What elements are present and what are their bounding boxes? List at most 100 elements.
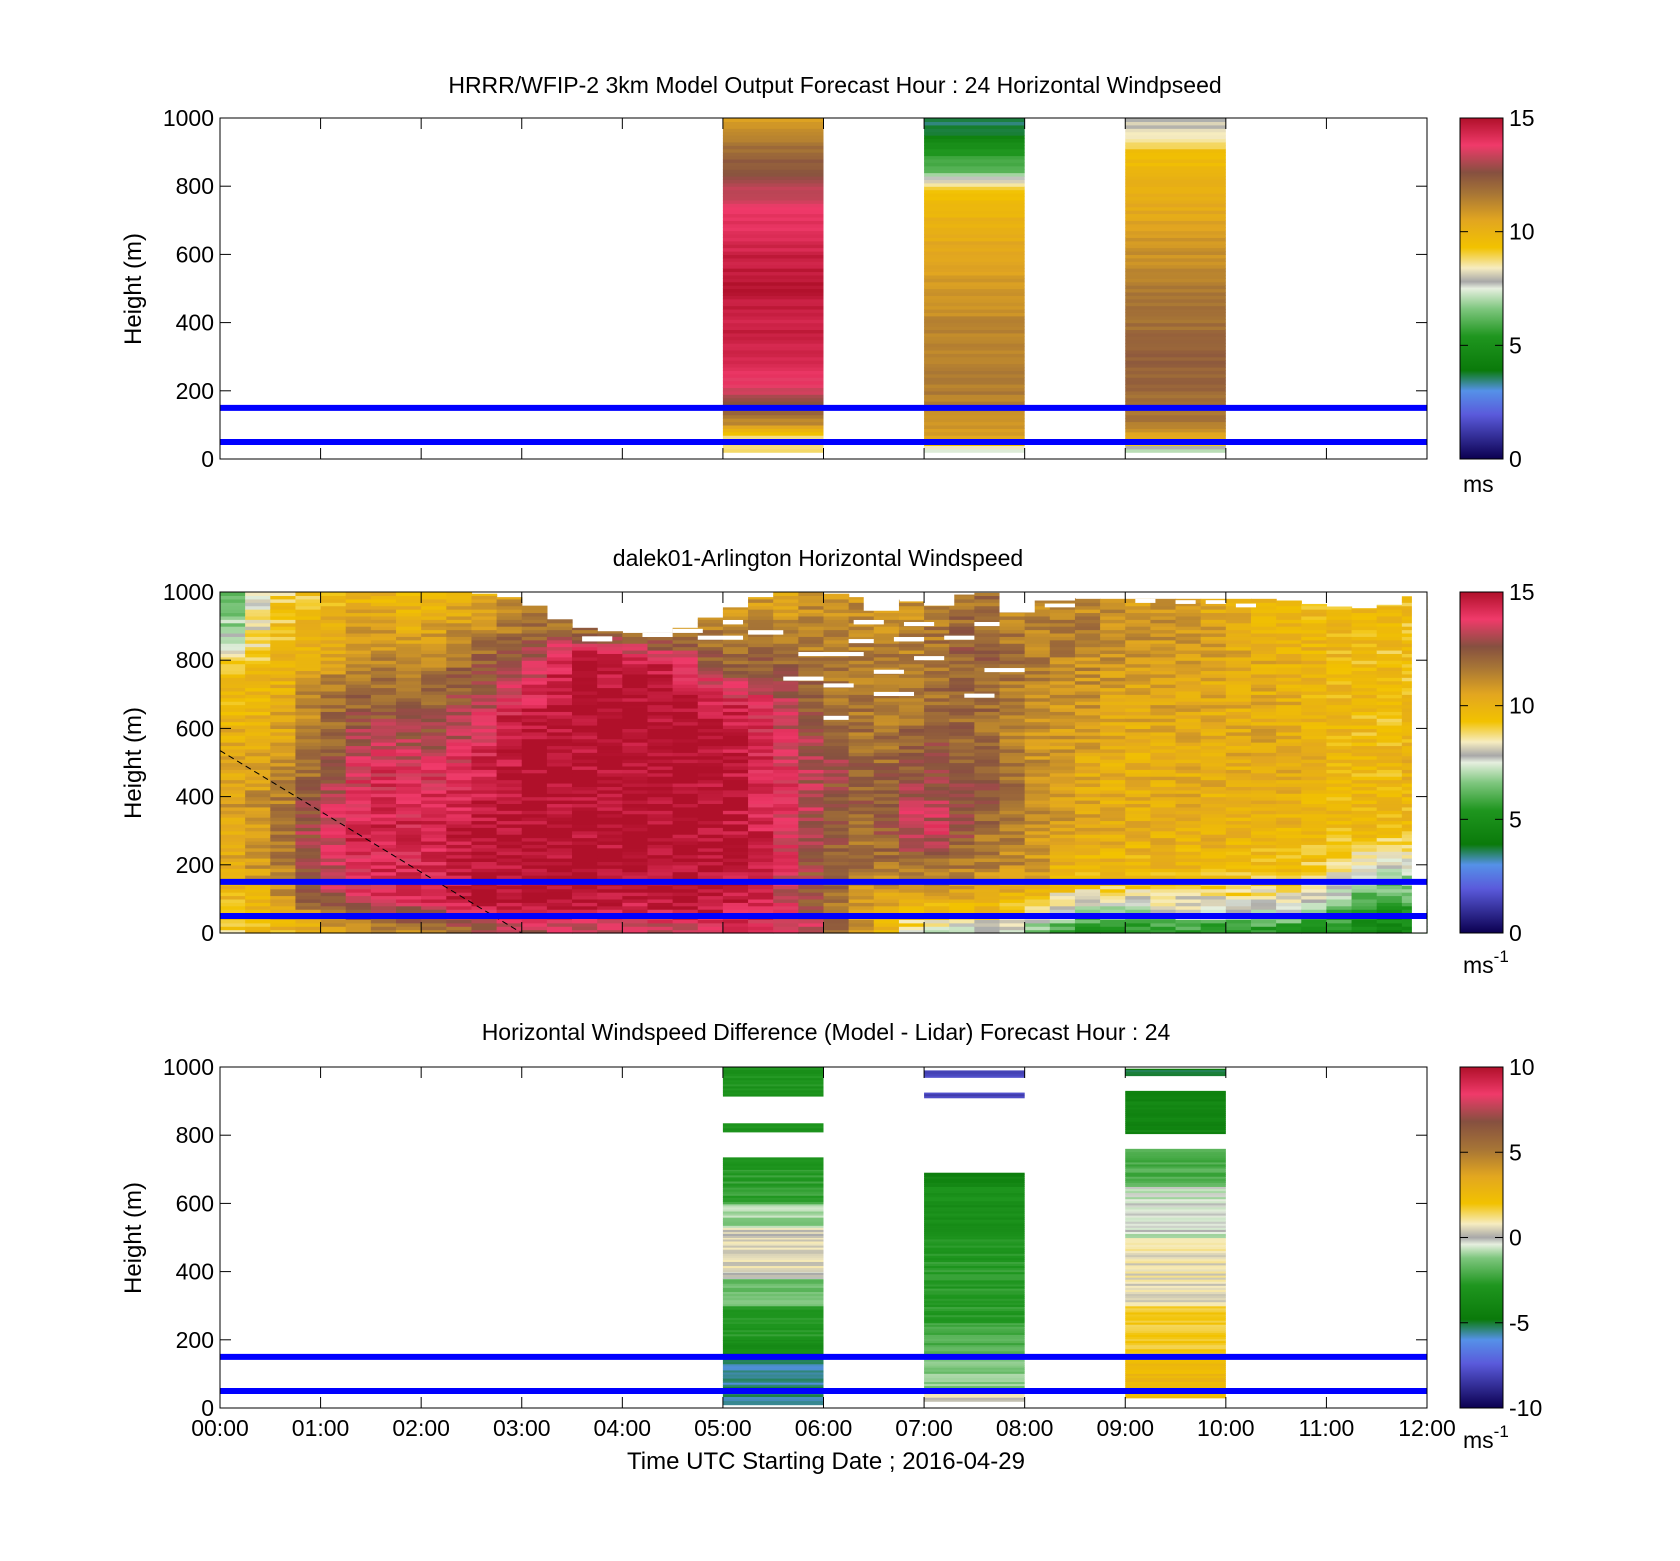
heatmap-cell — [1049, 864, 1076, 869]
heatmap-cell — [798, 697, 825, 702]
heatmap-cell — [974, 800, 1001, 805]
heatmap-cell — [848, 793, 875, 798]
heatmap-cell — [999, 800, 1026, 805]
heatmap-cell — [924, 295, 1025, 300]
heatmap-cell — [924, 837, 950, 842]
heatmap-cell — [345, 776, 372, 781]
heatmap-cell — [1024, 844, 1051, 849]
heatmap-cell — [823, 922, 850, 927]
heatmap-cell — [1276, 728, 1302, 733]
heatmap-cell — [974, 898, 1001, 903]
heatmap-cell — [320, 857, 347, 862]
heatmap-cell — [572, 782, 598, 787]
heatmap-cell — [1326, 738, 1353, 743]
heatmap-cell — [572, 762, 598, 767]
heatmap-cell — [320, 735, 347, 740]
heatmap-cell — [898, 823, 925, 828]
heatmap-cell — [1125, 373, 1226, 378]
heatmap-cell — [1049, 639, 1076, 644]
heatmap-cell — [446, 718, 473, 723]
heatmap-cell — [1049, 684, 1076, 689]
heatmap-cell — [672, 745, 699, 750]
heatmap-cell — [1326, 871, 1353, 876]
heatmap-cell — [848, 820, 875, 825]
heatmap-cell — [245, 905, 271, 910]
heatmap-cell — [1301, 861, 1328, 866]
heatmap-cell — [345, 609, 372, 614]
heatmap-cell — [220, 605, 246, 610]
heatmap-cell — [396, 649, 422, 654]
heatmap-cell — [1326, 667, 1353, 672]
heatmap-cell — [1125, 240, 1226, 245]
heatmap-cell — [1200, 660, 1227, 665]
heatmap-cell — [974, 779, 1001, 784]
heatmap-cell — [924, 680, 950, 685]
heatmap-cell — [245, 769, 271, 774]
heatmap-cell — [1351, 748, 1378, 753]
heatmap-cell — [748, 711, 774, 716]
heatmap-cell — [1326, 742, 1353, 747]
heatmap-cell — [924, 735, 950, 740]
heatmap-cell — [1276, 656, 1302, 661]
heatmap-cell — [597, 875, 623, 880]
heatmap-cell — [370, 629, 397, 634]
heatmap-cell — [1376, 857, 1403, 862]
heatmap-cell — [823, 806, 850, 811]
heatmap-cell — [320, 738, 347, 743]
heatmap-cell — [1024, 759, 1051, 764]
heatmap-cell — [421, 738, 447, 743]
heatmap-cell — [245, 847, 271, 852]
heatmap-cell — [823, 619, 850, 624]
heatmap-cell — [848, 701, 875, 706]
heatmap-cell — [848, 605, 875, 610]
heatmap-cell — [1100, 892, 1126, 897]
heatmap-cell — [295, 714, 322, 719]
heatmap-cell — [999, 663, 1026, 668]
heatmap-cell — [697, 929, 724, 934]
heatmap-cell — [572, 871, 598, 876]
heatmap-cell — [597, 772, 623, 777]
heatmap-cell — [1125, 602, 1151, 607]
heatmap-cell — [245, 735, 271, 740]
heatmap-cell — [924, 926, 950, 931]
heatmap-cell — [1225, 649, 1252, 654]
heatmap-cell — [1074, 701, 1101, 706]
heatmap-cell — [974, 919, 1001, 924]
heatmap-cell — [823, 895, 850, 900]
heatmap-cell — [1276, 827, 1302, 832]
heatmap-cell — [295, 629, 322, 634]
heatmap-cell — [1276, 612, 1302, 617]
heatmap-cell — [873, 898, 900, 903]
heatmap-cell — [823, 660, 850, 665]
heatmap-cell — [1301, 694, 1328, 699]
heatmap-cell — [1301, 653, 1328, 658]
heatmap-cell — [622, 793, 649, 798]
heatmap-cell — [773, 701, 799, 706]
heatmap-cell — [1376, 803, 1403, 808]
heatmap-cell — [1200, 711, 1227, 716]
heatmap-cell — [1074, 738, 1101, 743]
heatmap-cell — [1125, 632, 1151, 637]
heatmap-cell — [1024, 704, 1051, 709]
heatmap-cell — [1276, 909, 1302, 914]
heatmap-cell — [1049, 673, 1076, 678]
heatmap-cell — [1125, 840, 1151, 845]
heatmap-cell — [345, 868, 372, 873]
heatmap-cell — [873, 861, 900, 866]
heatmap-cell — [1200, 772, 1227, 777]
heatmap-cell — [521, 663, 548, 668]
heatmap-cell — [521, 748, 548, 753]
heatmap-cell — [1074, 629, 1101, 634]
heatmap-cell — [1125, 898, 1151, 903]
heatmap-cell — [1175, 707, 1202, 712]
heatmap-cell — [798, 694, 825, 699]
heatmap-cell — [1100, 909, 1126, 914]
heatmap-cell — [270, 875, 297, 880]
heatmap-cell — [974, 707, 1001, 712]
heatmap-cell — [898, 837, 925, 842]
heatmap-cell — [1150, 643, 1177, 648]
heatmap-cell — [647, 902, 674, 907]
heatmap-cell — [270, 840, 297, 845]
heatmap-cell — [270, 752, 297, 757]
heatmap-cell — [1250, 752, 1277, 757]
